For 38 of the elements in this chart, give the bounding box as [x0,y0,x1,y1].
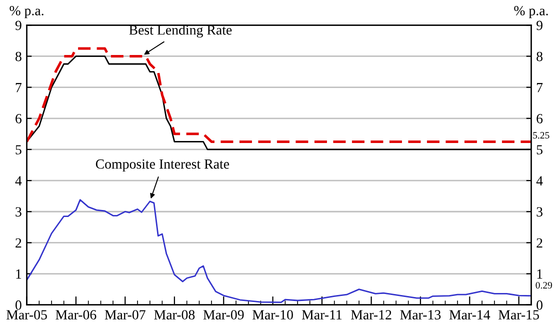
y2-tick-label: 4 [536,176,543,186]
y2-tick-label: 3 [536,207,542,217]
x-tick-label: Mar-07 [104,310,146,320]
y-tick-label: 0 [16,300,22,310]
y2-tick-label: 5 [536,145,542,154]
y2-tick-label: 6 [536,114,543,124]
y-tick-label: 5 [16,145,22,154]
line-series [26,47,532,143]
y-axis-title: % p.a. [10,6,44,18]
y2-axis-title: % p.a. [514,6,548,18]
y-tick-label: 3 [16,207,22,217]
y2-tick-label: 8 [536,52,542,62]
y2-tick-label: 2 [536,238,542,248]
y-tick-label: 4 [15,176,22,186]
x-tick-label: Mar-11 [302,310,342,320]
y-tick-label: 8 [16,52,22,62]
annotation: Best Lending Rate [129,24,232,38]
x-tick-label: Mar-09 [203,310,244,320]
x-tick-label: Mar-13 [400,310,441,320]
y-tick-label: 9 [15,20,22,30]
y2-tick-label: 1 [537,269,542,279]
y2-tick-label: 9 [536,20,542,30]
annotation: 0.29 [536,282,552,289]
annotation: Composite Interest Rate [96,159,230,172]
y2-tick-label: 0 [536,300,542,310]
x-tick-label: Mar-15 [498,310,539,320]
y-tick-label: 1 [16,269,22,279]
x-tick-label: Mar-08 [154,310,195,320]
y-tick-label: 7 [16,83,22,92]
y-tick-label: 6 [16,114,22,124]
x-tick-label: Mar-14 [449,310,490,320]
x-tick-label: Mar-06 [56,310,96,320]
y2-tick-label: 7 [536,83,543,92]
y-tick-label: 2 [16,238,22,248]
x-tick-label: Mar-12 [351,310,392,320]
annotation: 5.25 [533,132,550,139]
x-tick-label: Mar-05 [6,310,47,320]
x-tick-label: Mar-10 [252,310,293,320]
